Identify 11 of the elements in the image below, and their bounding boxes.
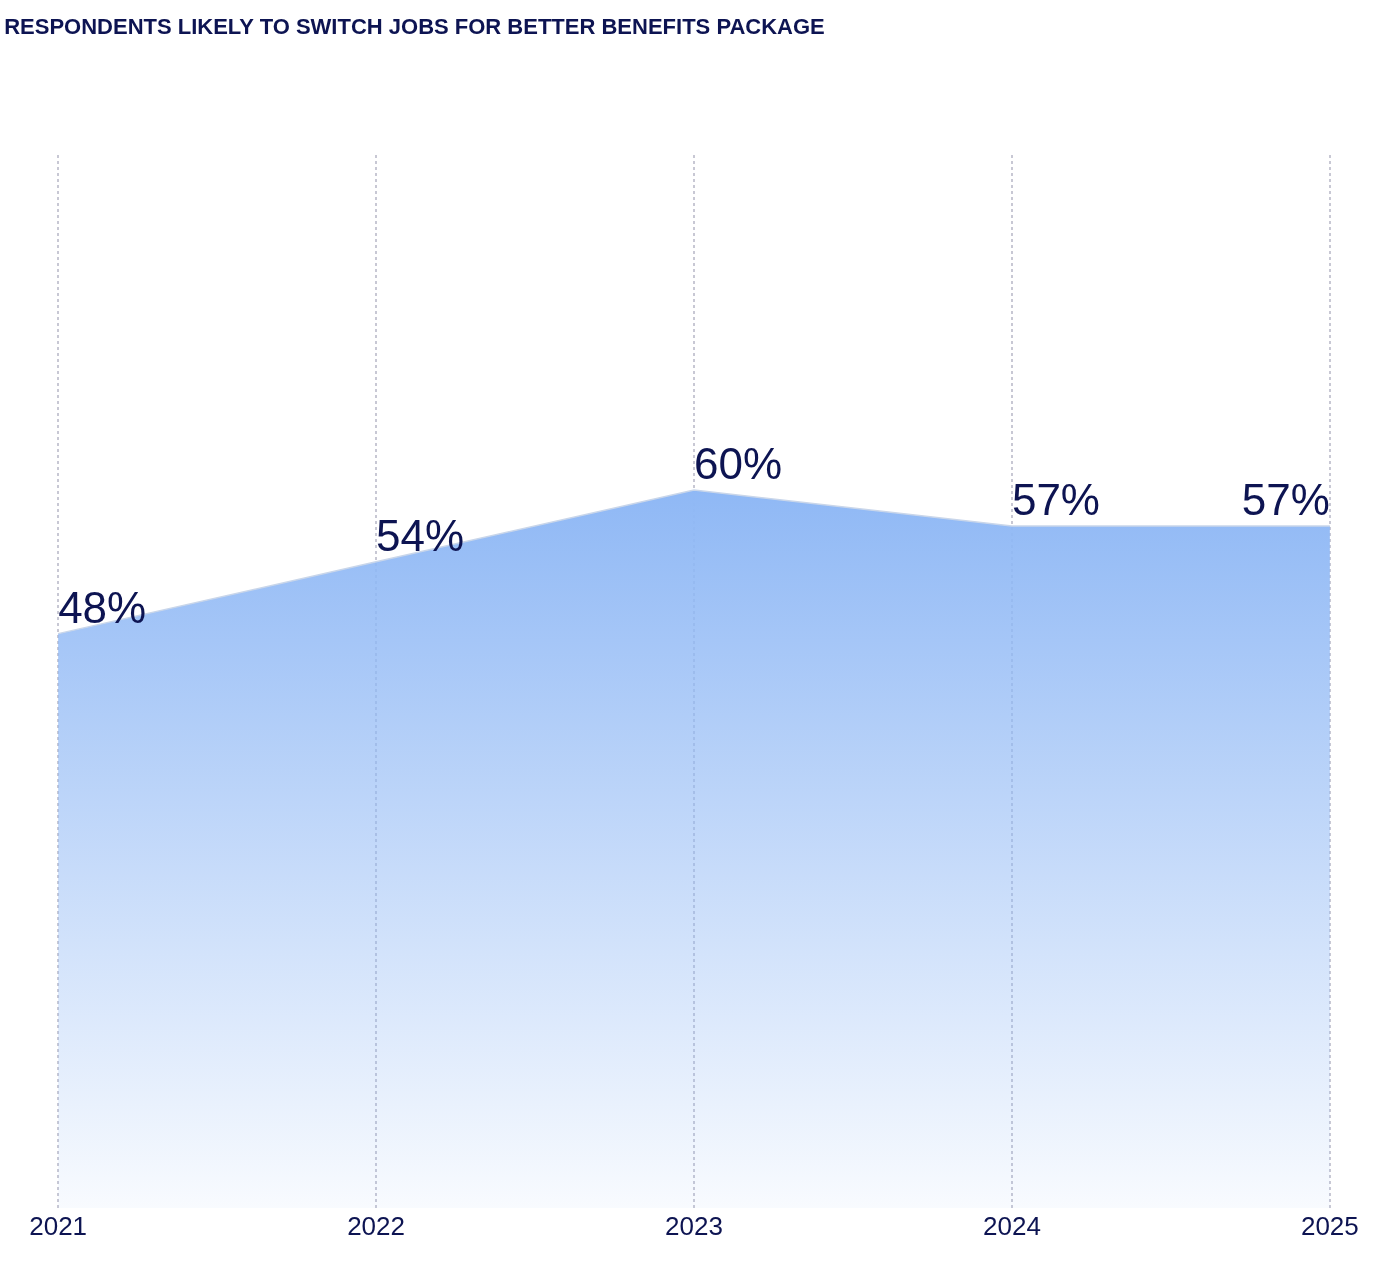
x-tick-label: 2025 [1300,1211,1359,1241]
data-label: 60% [694,439,783,489]
x-tick-label: 2021 [29,1211,88,1241]
data-label: 57% [1241,474,1330,524]
x-tick-label: 2022 [347,1211,405,1241]
x-tick-label: 2024 [983,1211,1041,1241]
x-tick-label: 2023 [665,1211,723,1241]
chart-title: RESPONDENTS LIKELY TO SWITCH JOBS FOR BETTER BENEFITS PACKAGE [4,14,825,40]
data-label: 48% [58,582,147,632]
data-label: 57% [1011,474,1100,524]
data-label: 54% [376,510,465,560]
